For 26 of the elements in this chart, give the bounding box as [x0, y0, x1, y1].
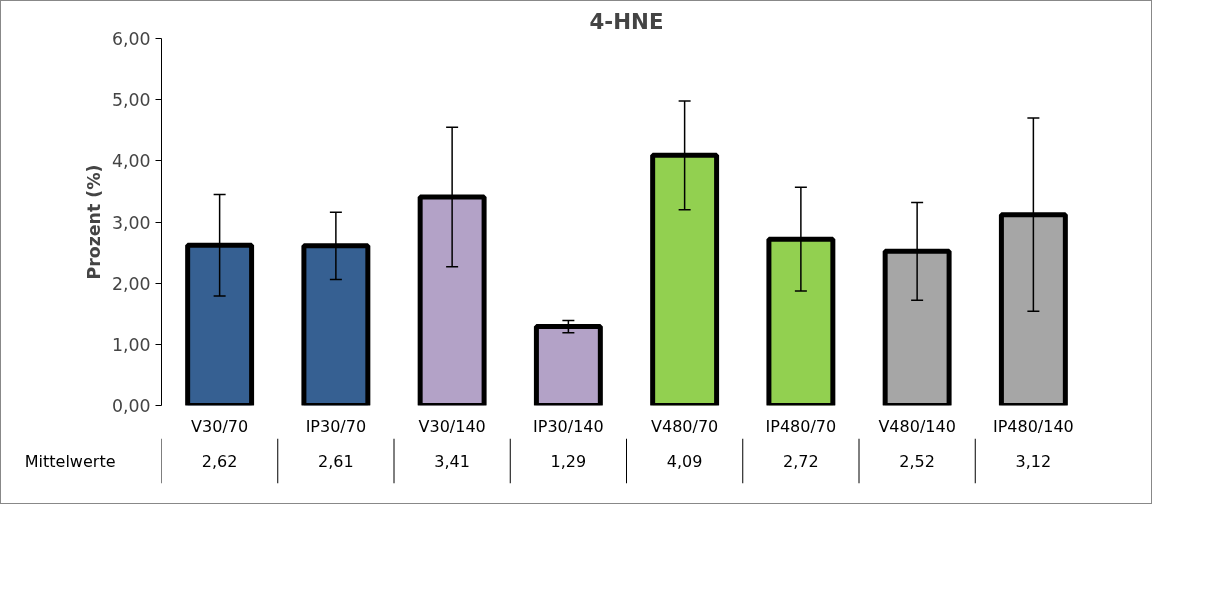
- x-tick-label: V30/70: [191, 416, 249, 436]
- y-axis-title: Prozent (%): [83, 164, 104, 280]
- data-label: 4,09: [666, 452, 703, 471]
- y-tick-label: 4,00: [111, 151, 151, 172]
- x-tick-label: IP480/70: [765, 416, 837, 436]
- x-tick-label: V480/70: [651, 416, 719, 436]
- x-tick-label: IP30/70: [305, 416, 367, 436]
- data-label: 1,29: [550, 452, 587, 471]
- x-tick-label: V480/140: [878, 416, 956, 436]
- x-tick-label: IP480/140: [992, 416, 1074, 436]
- y-tick-label: 6,00: [111, 29, 151, 49]
- data-label: 2,72: [783, 452, 819, 471]
- data-label: 2,62: [201, 452, 238, 471]
- x-tick-label: V30/140: [418, 416, 486, 436]
- data-label: 3,12: [1015, 452, 1052, 471]
- text: Mittelwerte: [24, 451, 116, 471]
- y-tick-label: 1,00: [111, 334, 151, 355]
- data-label: 2,61: [318, 452, 354, 471]
- y-tick-label: 0,00: [111, 396, 151, 416]
- y-tick-label: 3,00: [111, 212, 151, 233]
- data-label: 2,52: [899, 452, 935, 471]
- x-tick-label: IP30/140: [533, 416, 604, 436]
- chart-title: 4-HNE: [589, 8, 664, 34]
- data-label: 3,41: [434, 452, 470, 471]
- y-tick-label: 5,00: [111, 90, 151, 111]
- y-tick-label: 2,00: [111, 273, 151, 294]
